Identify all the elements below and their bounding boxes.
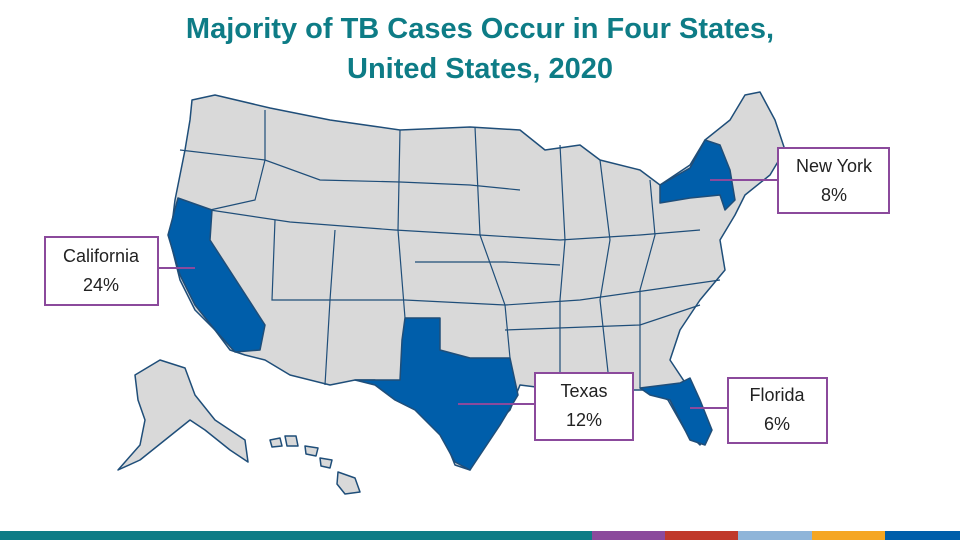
state-borders	[179, 110, 721, 391]
state-name: Texas	[560, 381, 607, 401]
state-name: Florida	[749, 385, 805, 405]
state-share: 24%	[83, 275, 119, 295]
callouts: California 24% New York 8% Texas 12% Flo…	[44, 147, 890, 444]
state-name: California	[63, 246, 140, 266]
state-name: New York	[796, 156, 873, 176]
callout-box	[727, 377, 828, 444]
texas	[354, 317, 519, 471]
callout-box	[534, 372, 634, 441]
new-york	[659, 139, 736, 211]
alaska	[117, 359, 249, 471]
title-line: Majority of TB Cases Occur in Four State…	[186, 13, 774, 45]
state-share: 12%	[566, 410, 602, 430]
callout-box	[777, 147, 890, 214]
state-share: 6%	[764, 414, 790, 434]
us-map	[117, 91, 786, 495]
footer-strip	[0, 531, 960, 540]
state-share: 8%	[821, 185, 847, 205]
callout-box	[44, 236, 159, 306]
title-line: United States, 2020	[347, 53, 613, 85]
florida	[639, 377, 713, 446]
california	[167, 197, 266, 353]
hawaii	[269, 435, 361, 495]
